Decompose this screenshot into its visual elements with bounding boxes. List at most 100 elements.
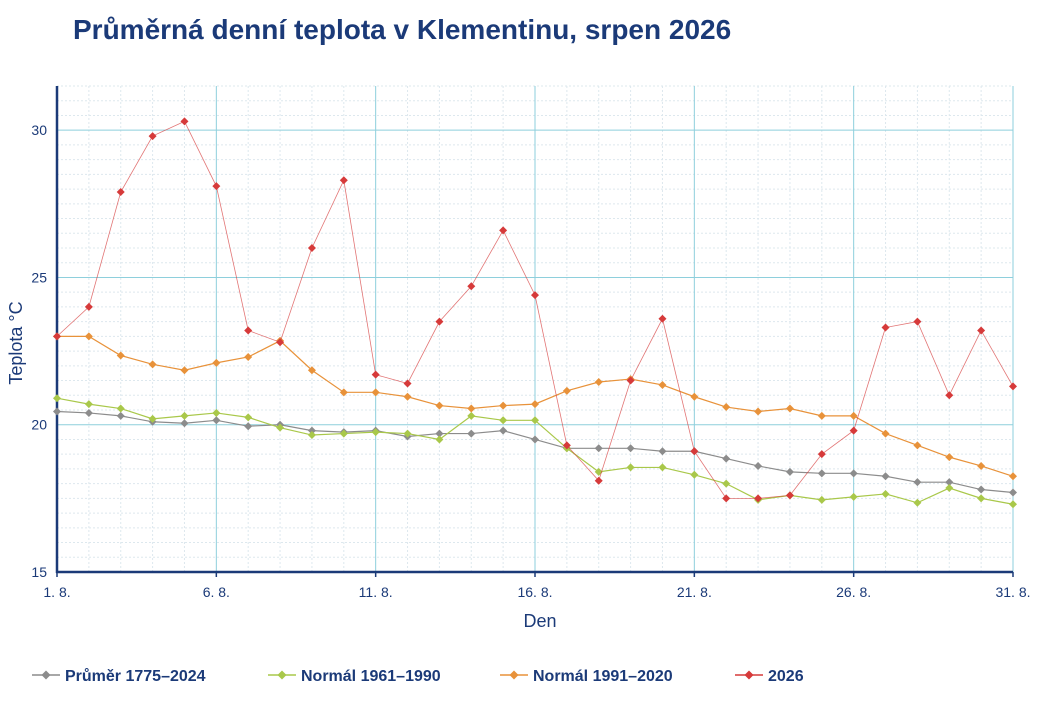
data-point xyxy=(499,401,508,410)
data-point xyxy=(371,388,380,397)
legend-item-0: Průměr 1775–2024 xyxy=(32,668,206,685)
y-tick-label: 20 xyxy=(31,417,47,433)
data-point xyxy=(754,461,763,470)
axes xyxy=(55,86,1014,577)
data-point xyxy=(626,444,635,453)
legend-swatch-marker xyxy=(41,670,51,680)
data-point xyxy=(658,463,667,472)
data-point xyxy=(785,467,794,476)
data-point xyxy=(116,411,125,420)
x-tick-label: 31. 8. xyxy=(995,584,1030,600)
x-tick-label: 6. 8. xyxy=(203,584,230,600)
data-point xyxy=(307,426,316,435)
data-point xyxy=(658,447,667,456)
data-point xyxy=(180,366,189,375)
data-point xyxy=(531,291,539,300)
data-point xyxy=(53,332,61,341)
data-point xyxy=(754,494,763,503)
data-point xyxy=(594,476,603,485)
data-point xyxy=(180,117,189,126)
data-point xyxy=(403,429,412,438)
legend-label: Normál 1991–2020 xyxy=(533,668,673,685)
data-point xyxy=(244,352,253,361)
x-tick-label: 21. 8. xyxy=(677,584,712,600)
data-point xyxy=(913,317,922,326)
data-point xyxy=(53,407,61,416)
data-point xyxy=(180,419,189,428)
data-point xyxy=(594,444,603,453)
data-point xyxy=(977,461,986,470)
data-point xyxy=(212,182,221,191)
legend: Průměr 1775–2024 Normál 1961–1990 Normál 1… xyxy=(32,668,804,685)
data-point xyxy=(849,492,858,501)
data-point xyxy=(499,426,508,435)
legend-item-1: Normál 1961–1990 xyxy=(268,668,441,685)
data-point xyxy=(244,326,253,335)
data-point xyxy=(881,323,890,332)
y-tick-label: 30 xyxy=(31,122,47,138)
data-point xyxy=(435,401,444,410)
x-tick-label: 11. 8. xyxy=(359,584,393,600)
data-point xyxy=(212,358,221,367)
legend-label: Normál 1961–1990 xyxy=(301,668,441,685)
data-point xyxy=(531,416,539,425)
data-point xyxy=(84,302,93,311)
data-point xyxy=(339,388,348,397)
data-point xyxy=(212,408,221,417)
legend-swatch-marker xyxy=(509,670,519,680)
data-point xyxy=(307,244,316,252)
series-layer xyxy=(53,117,1017,509)
data-point xyxy=(945,478,954,487)
x-tick-label: 26. 8. xyxy=(836,584,871,600)
data-point xyxy=(817,411,826,420)
data-point xyxy=(849,469,858,478)
data-point xyxy=(84,400,93,409)
data-point xyxy=(371,370,380,379)
chart-title: Průměrná denní teplota v Klementinu, srp… xyxy=(73,14,732,45)
data-point xyxy=(339,176,348,185)
data-point xyxy=(722,454,731,463)
data-point xyxy=(276,423,285,432)
data-point xyxy=(531,400,539,409)
data-point xyxy=(467,429,476,438)
major-grid xyxy=(57,86,1014,572)
legend-swatch-marker xyxy=(277,670,287,680)
data-point xyxy=(116,188,125,197)
data-point xyxy=(53,394,61,403)
data-point xyxy=(435,317,444,326)
data-point xyxy=(945,484,954,493)
data-point xyxy=(116,351,125,360)
data-point xyxy=(977,326,986,335)
data-point xyxy=(307,431,316,440)
data-point xyxy=(977,494,986,503)
data-point xyxy=(148,360,157,369)
data-point xyxy=(626,463,635,472)
data-point xyxy=(945,391,954,400)
data-point xyxy=(690,447,699,456)
data-point xyxy=(212,416,221,425)
y-tick-label: 15 xyxy=(31,564,47,580)
data-point xyxy=(467,282,476,291)
data-point xyxy=(276,338,285,347)
y-axis-title: Teplota °C xyxy=(6,301,26,384)
y-tick-label: 25 xyxy=(31,269,47,285)
data-point xyxy=(403,379,412,388)
data-point xyxy=(817,495,826,504)
data-point xyxy=(562,441,571,450)
data-point xyxy=(817,469,826,478)
data-point xyxy=(881,472,890,481)
data-point xyxy=(371,428,380,437)
data-point xyxy=(594,378,603,387)
data-point xyxy=(690,470,699,479)
data-point xyxy=(849,426,858,435)
data-point xyxy=(881,489,890,498)
series-3 xyxy=(53,117,1017,503)
data-point xyxy=(881,429,890,438)
data-point xyxy=(1009,500,1017,509)
legend-label: Průměr 1775–2024 xyxy=(65,668,206,685)
data-point xyxy=(467,411,476,420)
data-point xyxy=(722,403,731,412)
data-point xyxy=(307,366,316,375)
data-point xyxy=(244,422,253,431)
data-point xyxy=(116,404,125,413)
